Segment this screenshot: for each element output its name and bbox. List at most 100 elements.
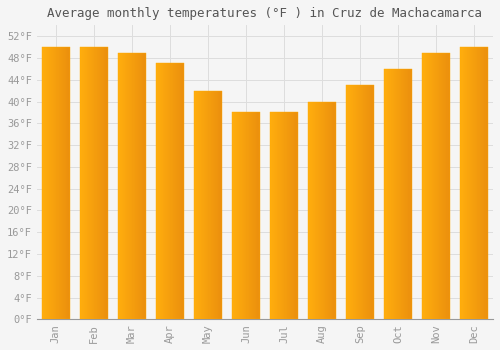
Bar: [425, 52, 426, 320]
Bar: [57, 47, 58, 320]
Bar: [220, 91, 221, 320]
Bar: [463, 47, 464, 320]
Bar: [243, 112, 244, 320]
Bar: [312, 102, 313, 320]
Bar: [142, 52, 143, 320]
Bar: [291, 112, 292, 320]
Bar: [440, 52, 441, 320]
Bar: [171, 63, 172, 320]
Bar: [408, 69, 409, 320]
Bar: [460, 47, 461, 320]
Bar: [176, 63, 177, 320]
Bar: [365, 85, 366, 320]
Bar: [83, 47, 84, 320]
Bar: [141, 52, 142, 320]
Bar: [386, 69, 387, 320]
Bar: [167, 63, 168, 320]
Bar: [391, 69, 392, 320]
Bar: [64, 47, 65, 320]
Bar: [177, 63, 178, 320]
Bar: [217, 91, 218, 320]
Bar: [320, 102, 321, 320]
Bar: [359, 85, 360, 320]
Bar: [214, 91, 215, 320]
Bar: [249, 112, 250, 320]
Bar: [389, 69, 390, 320]
Bar: [287, 112, 288, 320]
Bar: [400, 69, 402, 320]
Bar: [208, 91, 209, 320]
Bar: [219, 91, 220, 320]
Bar: [194, 91, 222, 320]
Bar: [409, 69, 410, 320]
Bar: [324, 102, 325, 320]
Bar: [60, 47, 62, 320]
Bar: [134, 52, 135, 320]
Bar: [346, 85, 347, 320]
Bar: [410, 69, 411, 320]
Bar: [89, 47, 90, 320]
Bar: [361, 85, 362, 320]
Bar: [244, 112, 245, 320]
Bar: [251, 112, 252, 320]
Bar: [85, 47, 86, 320]
Bar: [234, 112, 235, 320]
Bar: [207, 91, 208, 320]
Bar: [201, 91, 202, 320]
Bar: [180, 63, 181, 320]
Bar: [355, 85, 356, 320]
Bar: [179, 63, 180, 320]
Bar: [296, 112, 297, 320]
Bar: [327, 102, 328, 320]
Bar: [288, 112, 289, 320]
Bar: [308, 102, 309, 320]
Bar: [431, 52, 432, 320]
Bar: [233, 112, 234, 320]
Bar: [282, 112, 283, 320]
Bar: [333, 102, 334, 320]
Bar: [278, 112, 279, 320]
Bar: [354, 85, 355, 320]
Bar: [204, 91, 205, 320]
Bar: [63, 47, 64, 320]
Bar: [322, 102, 323, 320]
Bar: [442, 52, 443, 320]
Bar: [49, 47, 50, 320]
Bar: [143, 52, 144, 320]
Bar: [246, 112, 247, 320]
Bar: [137, 52, 138, 320]
Bar: [122, 52, 123, 320]
Bar: [164, 63, 165, 320]
Bar: [58, 47, 59, 320]
Bar: [478, 47, 479, 320]
Bar: [138, 52, 139, 320]
Bar: [385, 69, 386, 320]
Bar: [158, 63, 159, 320]
Bar: [259, 112, 260, 320]
Bar: [139, 52, 140, 320]
Bar: [357, 85, 358, 320]
Bar: [44, 47, 45, 320]
Bar: [51, 47, 52, 320]
Bar: [240, 112, 241, 320]
Bar: [353, 85, 354, 320]
Bar: [484, 47, 485, 320]
Bar: [257, 112, 258, 320]
Bar: [232, 112, 233, 320]
Bar: [285, 112, 286, 320]
Bar: [474, 47, 475, 320]
Bar: [373, 85, 374, 320]
Bar: [45, 47, 46, 320]
Bar: [294, 112, 295, 320]
Bar: [67, 47, 68, 320]
Bar: [194, 91, 195, 320]
Bar: [46, 47, 47, 320]
Bar: [325, 102, 326, 320]
Bar: [123, 52, 124, 320]
Bar: [435, 52, 436, 320]
Bar: [437, 52, 438, 320]
Bar: [384, 69, 411, 320]
Bar: [293, 112, 294, 320]
Bar: [81, 47, 82, 320]
Bar: [398, 69, 399, 320]
